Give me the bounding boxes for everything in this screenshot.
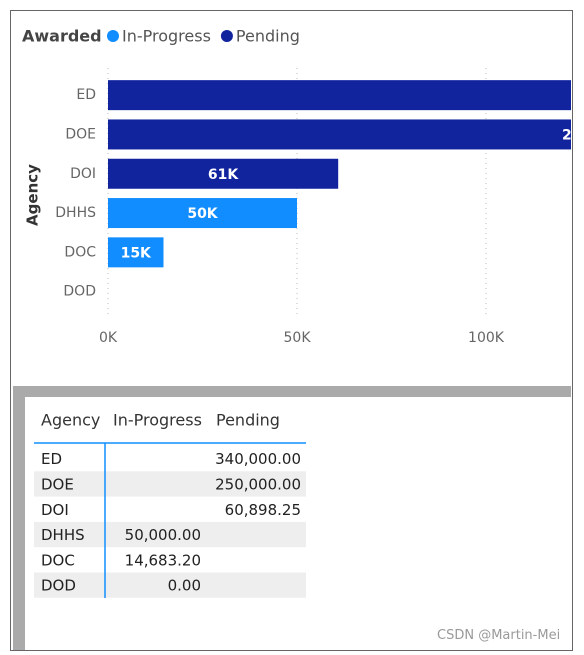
row-band — [34, 521, 306, 548]
legend-label: In-Progress — [122, 27, 211, 46]
data-label: 61K — [208, 167, 239, 183]
panel-border — [13, 386, 25, 650]
row-band — [34, 572, 306, 598]
y-tick-label: DOE — [65, 126, 96, 142]
data-label: 15K — [121, 245, 152, 261]
legend-title: Awarded — [22, 27, 102, 46]
y-tick-label: DHHS — [55, 205, 96, 221]
x-tick-label: 0K — [99, 330, 118, 346]
row-band — [34, 471, 306, 497]
y-axis-label: Agency — [24, 164, 42, 226]
data-labels: 50K 15K 250K 61K — [121, 127, 584, 261]
table-cell: 14,683.20 — [125, 551, 201, 569]
bars — [108, 80, 571, 268]
table-cell: ED — [41, 450, 62, 468]
table-cell: DOD — [41, 577, 76, 595]
table-cell: 250,000.00 — [215, 475, 301, 493]
x-tick-label: 50K — [284, 330, 312, 346]
table-cell: 340,000.00 — [215, 450, 301, 468]
y-tick-label: DOD — [63, 284, 96, 300]
x-tick-label: 100K — [468, 330, 505, 346]
column-header: In-Progress — [113, 411, 202, 430]
grid — [107, 68, 487, 315]
legend-marker — [220, 30, 233, 42]
table-cell: 60,898.25 — [225, 501, 301, 519]
legend-marker — [107, 30, 119, 42]
table-cell: 50,000.00 — [125, 526, 201, 544]
table: Agency In-Progress Pending ED 340,000.00 DOE 2… — [34, 411, 306, 598]
column-header: Agency — [41, 411, 100, 430]
column-header: Pending — [216, 411, 280, 430]
table-cell: DOE — [41, 475, 74, 493]
data-label: 250K — [562, 127, 584, 143]
separator — [13, 386, 571, 397]
bar — [108, 237, 164, 268]
legend-label: Pending — [236, 27, 300, 46]
table-cell: DOI — [41, 501, 69, 519]
table-cell: 0.00 — [168, 577, 201, 595]
bar — [108, 80, 571, 111]
bar — [108, 198, 297, 229]
watermark: CSDN @Martin-Mei — [437, 628, 561, 643]
bar — [108, 158, 339, 189]
data-label: 50K — [187, 206, 218, 222]
y-tick-label: DOI — [70, 166, 96, 182]
table-cell: DOC — [41, 551, 75, 569]
bar — [108, 119, 571, 150]
y-tick-label: DOC — [64, 244, 96, 260]
y-tick-label: ED — [76, 87, 96, 103]
table-cell: DHHS — [41, 526, 85, 544]
